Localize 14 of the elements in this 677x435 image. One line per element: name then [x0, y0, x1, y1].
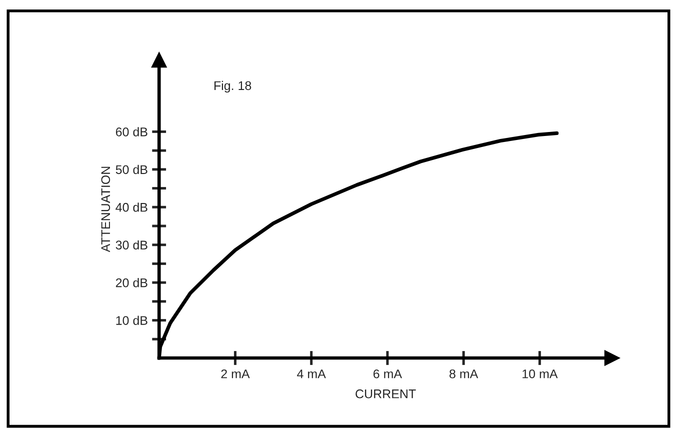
x-tick-label: 10 mA — [522, 369, 558, 378]
x-axis-title: CURRENT — [356, 389, 416, 398]
y-axis-title: ATTENUATION — [101, 166, 110, 252]
y-tick-label: 60 dB — [116, 127, 148, 136]
x-tick-label: 6 mA — [374, 369, 402, 378]
annotation: Fig. 18 — [214, 80, 252, 93]
y-tick-label: 10 dB — [116, 316, 148, 325]
x-tick-label: 2 mA — [221, 369, 250, 378]
x-tick-label: 4 mA — [297, 370, 326, 378]
x-tick-label: 8 mA — [450, 369, 478, 378]
y-tick-label: 50 dB — [116, 164, 148, 174]
y-tick-label: 20 dB — [116, 278, 148, 288]
y-tick-label: 40 dB — [116, 202, 148, 212]
y-tick-label: 30 dB — [116, 240, 148, 250]
